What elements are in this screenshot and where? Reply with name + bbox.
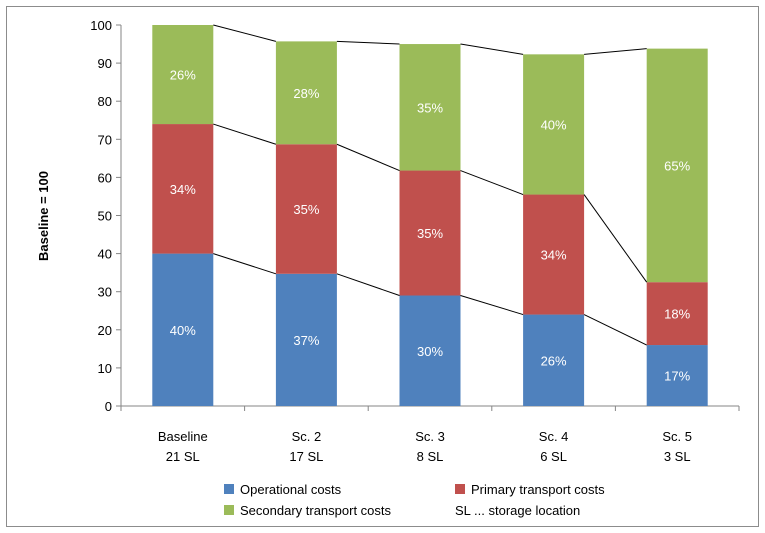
y-tick-label: 40: [98, 247, 112, 262]
series-connector-line: [336, 273, 400, 296]
y-tick-label: 80: [98, 94, 112, 109]
x-tick-label: Sc. 3: [415, 429, 445, 444]
series-connector-line: [213, 253, 277, 275]
bar-segment: [523, 194, 585, 315]
x-tick-label: Sc. 5: [662, 429, 692, 444]
data-label: 35%: [293, 202, 319, 217]
data-label: 40%: [170, 323, 196, 338]
bar-segment: [646, 345, 708, 406]
x-tick-label: Sc. 2: [292, 429, 322, 444]
bar-segment: [152, 25, 214, 125]
data-label: 26%: [170, 68, 196, 83]
series-connector-line: [213, 123, 277, 145]
bar-segment: [399, 295, 461, 406]
bar-segment: [152, 124, 214, 254]
y-axis-label: Baseline = 100: [36, 171, 51, 261]
data-label: 28%: [293, 86, 319, 101]
series-connector-line: [584, 48, 647, 55]
data-label: 34%: [541, 248, 567, 263]
x-tick-label: 17 SL: [289, 449, 323, 464]
data-label: 34%: [170, 182, 196, 197]
legend-note: SL ... storage location: [455, 503, 580, 518]
x-tick-label: 6 SL: [540, 449, 567, 464]
bar-segment: [399, 170, 461, 296]
x-tick-label: Baseline: [158, 429, 208, 444]
legend-swatch-secondary: [224, 505, 234, 515]
bar-segment: [646, 48, 708, 283]
bar-segment: [152, 253, 214, 406]
legend-swatch-operational: [224, 484, 234, 494]
legend-label-operational: Operational costs: [240, 482, 342, 497]
series-connector-line: [213, 24, 277, 42]
series-connector-line: [460, 170, 524, 196]
data-label: 30%: [417, 344, 443, 359]
data-label: 17%: [664, 369, 690, 384]
legend: Operational costs Primary transport cost…: [224, 482, 605, 518]
x-tick-label: 21 SL: [166, 449, 200, 464]
data-label: 35%: [417, 100, 443, 115]
series-connector-line: [336, 143, 400, 172]
series-connector-line: [460, 43, 524, 55]
data-label: 26%: [541, 353, 567, 368]
series-connector-line: [583, 194, 648, 283]
series-connector-line: [336, 40, 400, 45]
y-tick-label: 60: [98, 170, 112, 185]
data-label: 18%: [664, 307, 690, 322]
legend-swatch-primary: [455, 484, 465, 494]
bar-segment: [275, 41, 337, 145]
data-label: 35%: [417, 226, 443, 241]
series-connector-line: [460, 295, 524, 316]
plot-area: 0 10 20 30 40 50 60 70 80 90 100 40% 34% 26% Baseline 2…: [90, 18, 740, 464]
y-tick-label: 70: [98, 132, 112, 147]
y-tick-label: 0: [105, 399, 112, 414]
data-label: 65%: [664, 158, 690, 173]
chart-frame: [6, 6, 759, 527]
y-tick-label: 100: [90, 18, 112, 33]
data-label: 37%: [293, 333, 319, 348]
legend-label-secondary: Secondary transport costs: [240, 503, 392, 518]
x-tick-label: Sc. 4: [539, 429, 569, 444]
x-tick-label: 8 SL: [417, 449, 444, 464]
y-tick-label: 90: [98, 56, 112, 71]
x-tick-label: 3 SL: [664, 449, 691, 464]
bar-segment: [275, 273, 337, 406]
bar-segment: [646, 282, 708, 346]
bar-segment: [399, 44, 461, 171]
y-tick-label: 50: [98, 209, 112, 224]
y-tick-label: 20: [98, 323, 112, 338]
bar-segment: [523, 54, 585, 195]
series-connector-line: [583, 314, 647, 346]
data-label: 40%: [541, 117, 567, 132]
y-tick-label: 30: [98, 285, 112, 300]
y-tick-label: 10: [98, 361, 112, 376]
bar-segment: [275, 144, 337, 274]
legend-label-primary: Primary transport costs: [471, 482, 605, 497]
bar-segment: [523, 314, 585, 406]
